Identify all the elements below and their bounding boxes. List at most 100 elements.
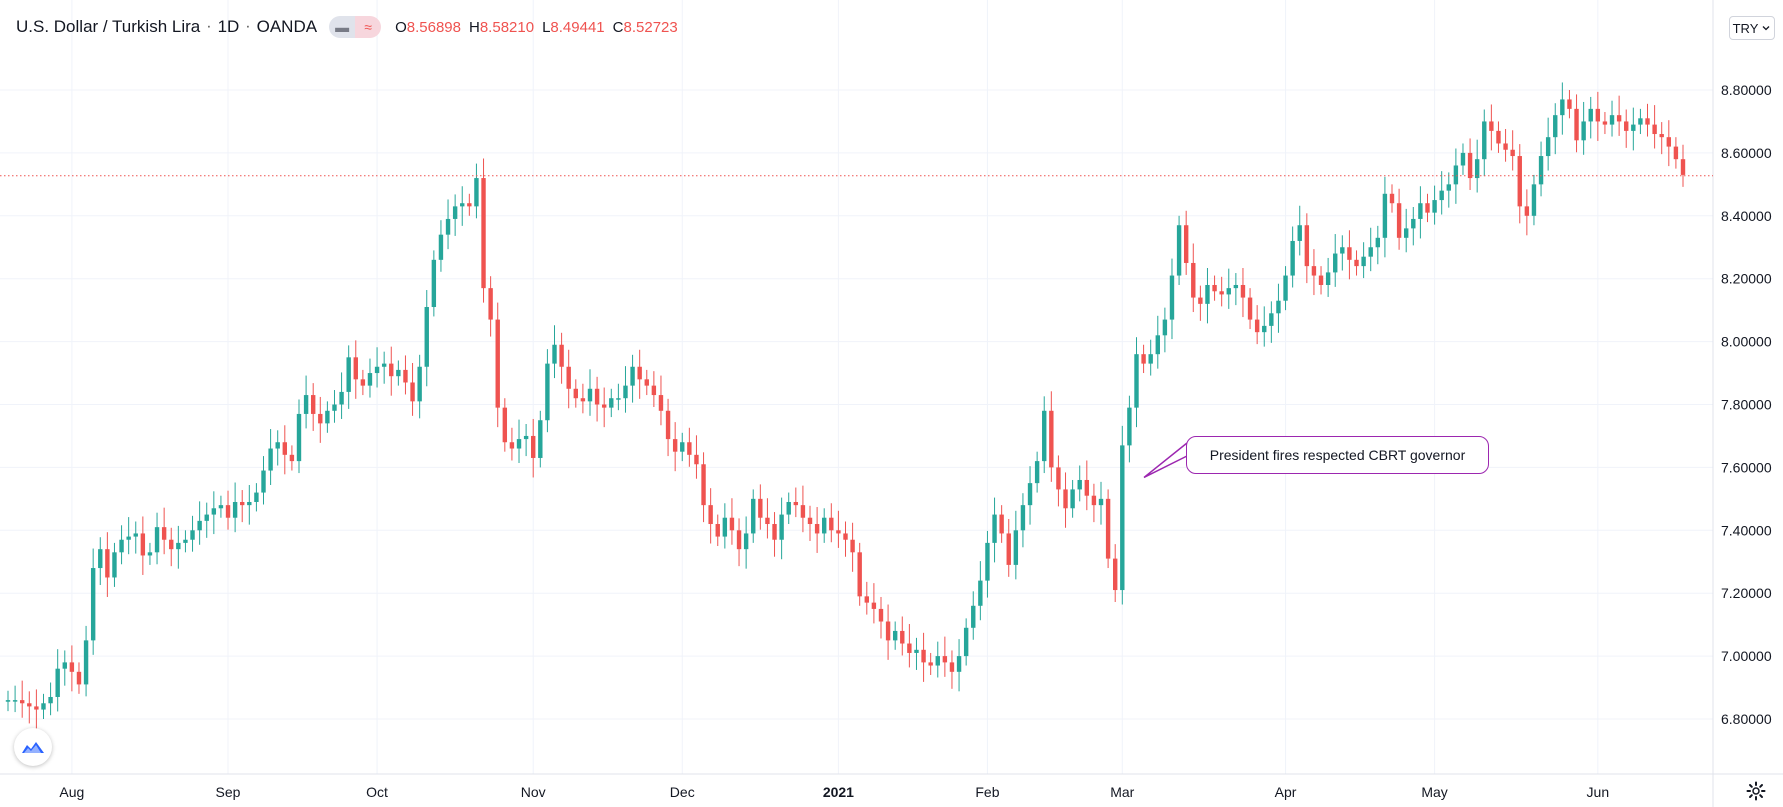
candle[interactable]: [452, 194, 458, 236]
candle[interactable]: [829, 503, 834, 543]
candle[interactable]: [573, 379, 578, 408]
candle[interactable]: [644, 369, 649, 396]
candle[interactable]: [743, 516, 749, 569]
candle[interactable]: [339, 372, 344, 419]
candle[interactable]: [1638, 108, 1643, 135]
candle[interactable]: [1595, 91, 1601, 141]
candle[interactable]: [1347, 230, 1352, 280]
candle[interactable]: [985, 530, 990, 598]
candle[interactable]: [424, 290, 429, 387]
candle[interactable]: [1581, 101, 1586, 155]
candle[interactable]: [1460, 143, 1466, 175]
candle[interactable]: [1453, 148, 1459, 204]
candle[interactable]: [616, 383, 621, 411]
candle[interactable]: [843, 521, 848, 557]
candle[interactable]: [1155, 315, 1160, 369]
candle[interactable]: [658, 375, 664, 426]
candle[interactable]: [992, 497, 997, 563]
candle[interactable]: [1418, 186, 1423, 239]
candle[interactable]: [1333, 234, 1338, 287]
candle[interactable]: [360, 369, 366, 396]
candle[interactable]: [417, 354, 422, 419]
annotation-callout[interactable]: President fires respected CBRT governor: [1186, 436, 1489, 474]
candle[interactable]: [1042, 396, 1047, 474]
candle[interactable]: [374, 347, 380, 388]
candle[interactable]: [1219, 276, 1224, 307]
candle[interactable]: [261, 456, 266, 505]
candle[interactable]: [1531, 174, 1537, 226]
candle[interactable]: [190, 515, 195, 552]
candle[interactable]: [715, 514, 720, 547]
candle[interactable]: [34, 689, 39, 730]
candle[interactable]: [367, 358, 373, 398]
candle[interactable]: [807, 505, 813, 541]
candle[interactable]: [1482, 109, 1487, 177]
candle[interactable]: [531, 418, 536, 478]
candle[interactable]: [665, 398, 671, 457]
currency-button[interactable]: TRY: [1729, 16, 1775, 40]
candle[interactable]: [140, 516, 146, 575]
candle[interactable]: [545, 349, 550, 433]
candle[interactable]: [1560, 82, 1565, 135]
candle[interactable]: [800, 485, 806, 533]
candle[interactable]: [1673, 137, 1679, 169]
candle[interactable]: [1049, 391, 1054, 482]
candle[interactable]: [793, 487, 799, 518]
candle[interactable]: [651, 371, 657, 408]
candle[interactable]: [247, 485, 252, 525]
candle[interactable]: [1666, 120, 1672, 167]
candle[interactable]: [12, 685, 18, 713]
candle[interactable]: [736, 518, 742, 567]
candle[interactable]: [502, 398, 508, 452]
candle[interactable]: [523, 423, 529, 457]
candle[interactable]: [1631, 107, 1636, 151]
candle[interactable]: [318, 396, 323, 443]
candle[interactable]: [1276, 283, 1281, 333]
candle[interactable]: [396, 360, 401, 386]
candle[interactable]: [41, 693, 46, 719]
candle[interactable]: [956, 639, 962, 692]
candle[interactable]: [1389, 184, 1395, 213]
candle[interactable]: [509, 427, 515, 461]
candle[interactable]: [410, 362, 415, 416]
candle[interactable]: [878, 596, 884, 639]
candle[interactable]: [1375, 225, 1381, 265]
candle[interactable]: [204, 502, 209, 538]
candle[interactable]: [1013, 510, 1019, 580]
candle[interactable]: [814, 507, 820, 553]
candle[interactable]: [601, 387, 607, 428]
candle[interactable]: [62, 650, 67, 686]
candle[interactable]: [381, 351, 387, 384]
candle[interactable]: [240, 490, 245, 523]
candle[interactable]: [559, 332, 564, 384]
candle[interactable]: [1183, 210, 1189, 275]
candle[interactable]: [1198, 285, 1203, 321]
candle[interactable]: [1517, 144, 1522, 224]
candle[interactable]: [1396, 188, 1402, 250]
candle[interactable]: [1226, 268, 1231, 309]
candle[interactable]: [694, 435, 699, 479]
candle[interactable]: [1439, 171, 1444, 215]
candle[interactable]: [445, 199, 451, 250]
candle[interactable]: [772, 512, 777, 557]
candle[interactable]: [1645, 103, 1650, 137]
candle[interactable]: [1368, 227, 1373, 272]
candle[interactable]: [169, 527, 174, 567]
candle[interactable]: [765, 498, 770, 539]
candle[interactable]: [552, 325, 557, 379]
candle[interactable]: [90, 548, 96, 655]
candle[interactable]: [1361, 242, 1366, 279]
candle[interactable]: [729, 498, 735, 545]
candle[interactable]: [594, 376, 600, 422]
candle[interactable]: [282, 425, 288, 475]
candle[interactable]: [254, 483, 259, 512]
candle[interactable]: [1070, 479, 1075, 518]
candle[interactable]: [1503, 128, 1508, 162]
candle[interactable]: [1205, 268, 1210, 324]
candle[interactable]: [105, 532, 110, 597]
candle[interactable]: [971, 591, 976, 640]
candle[interactable]: [197, 501, 202, 545]
symbol-title[interactable]: U.S. Dollar / Turkish Lira: [16, 17, 201, 36]
candle[interactable]: [836, 510, 841, 548]
